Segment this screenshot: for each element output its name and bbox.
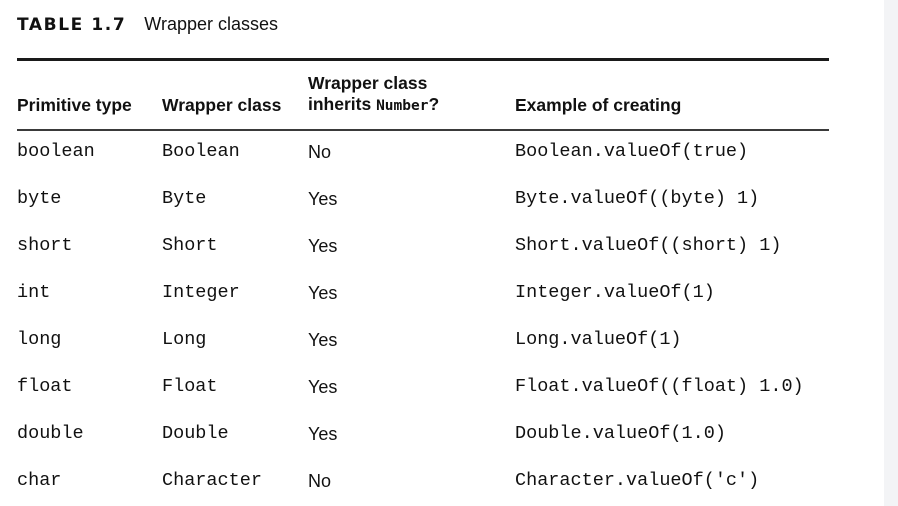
example-cell: Integer.valueOf(1) — [515, 282, 715, 303]
header-rule — [17, 129, 829, 131]
primitive-cell: float — [17, 376, 73, 397]
wrapper-cell: Long — [162, 329, 207, 350]
primitive-cell: char — [17, 470, 62, 491]
primitive-cell: double — [17, 423, 84, 444]
inherits-cell: Yes — [308, 424, 338, 444]
header-primitive-type: Primitive type — [17, 95, 132, 115]
example-cell: Long.valueOf(1) — [515, 329, 682, 350]
inherits-cell: Yes — [308, 236, 338, 256]
table-title: Wrapper classes — [144, 14, 278, 34]
primitive-cell: long — [17, 329, 62, 350]
table-row: float Float Yes Float.valueOf((float) 1.0) — [0, 372, 898, 402]
table-number: TABLE 1.7 — [17, 15, 127, 35]
header-inherits-number: Wrapper class inherits Number? — [308, 73, 439, 117]
header-example: Example of creating — [515, 95, 682, 115]
table-top-rule — [17, 58, 829, 61]
wrapper-cell: Integer — [162, 282, 240, 303]
wrapper-cell: Double — [162, 423, 229, 444]
table-row: byte Byte Yes Byte.valueOf((byte) 1) — [0, 184, 898, 214]
wrapper-cell: Short — [162, 235, 218, 256]
example-cell: Double.valueOf(1.0) — [515, 423, 726, 444]
inherits-cell: No — [308, 142, 332, 162]
wrapper-cell: Float — [162, 376, 218, 397]
table-row: long Long Yes Long.valueOf(1) — [0, 325, 898, 355]
inherits-cell: Yes — [308, 377, 338, 397]
inherits-cell: Yes — [308, 189, 338, 209]
example-cell: Short.valueOf((short) 1) — [515, 235, 782, 256]
example-cell: Boolean.valueOf(true) — [515, 141, 749, 162]
primitive-cell: boolean — [17, 141, 95, 162]
header-inherits-code: Number — [376, 98, 429, 114]
header-inherits-prefix: inherits — [308, 94, 377, 114]
inherits-cell: Yes — [308, 283, 338, 303]
wrapper-cell: Byte — [162, 188, 207, 209]
example-cell: Float.valueOf((float) 1.0) — [515, 376, 804, 397]
table-row: boolean Boolean No Boolean.valueOf(true) — [0, 137, 898, 167]
wrapper-cell: Boolean — [162, 141, 240, 162]
primitive-cell: byte — [17, 188, 62, 209]
table-caption: TABLE 1.7 Wrapper classes — [17, 14, 278, 35]
table-row: int Integer Yes Integer.valueOf(1) — [0, 278, 898, 308]
header-inherits-suffix: ? — [428, 94, 440, 114]
example-cell: Character.valueOf('c') — [515, 470, 760, 491]
table-row: short Short Yes Short.valueOf((short) 1) — [0, 231, 898, 261]
header-wrapper-class: Wrapper class — [162, 95, 282, 115]
inherits-cell: Yes — [308, 330, 338, 350]
primitive-cell: short — [17, 235, 73, 256]
inherits-cell: No — [308, 471, 332, 491]
wrapper-cell: Character — [162, 470, 262, 491]
primitive-cell: int — [17, 282, 51, 303]
page-edge-strip — [884, 0, 898, 506]
example-cell: Byte.valueOf((byte) 1) — [515, 188, 760, 209]
table-row: double Double Yes Double.valueOf(1.0) — [0, 419, 898, 449]
table-row: char Character No Character.valueOf('c') — [0, 466, 898, 496]
header-inherits-line1: Wrapper class — [308, 73, 428, 93]
